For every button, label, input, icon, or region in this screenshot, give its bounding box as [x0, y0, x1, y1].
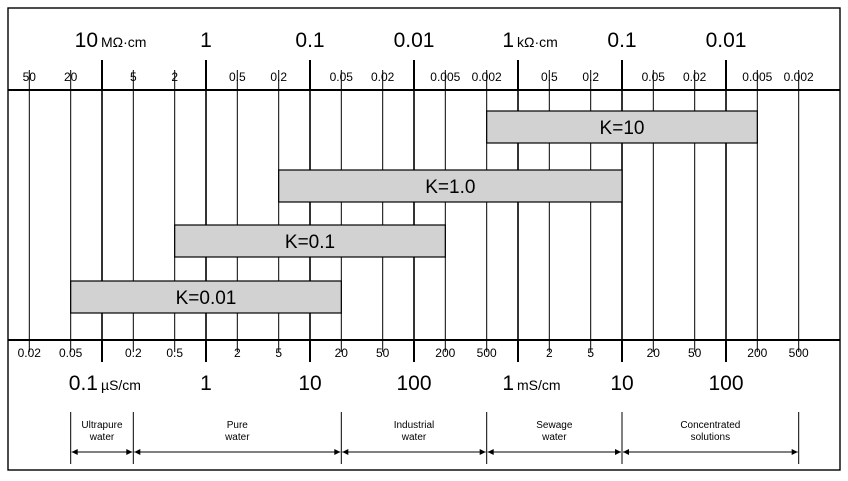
resistivity-tick-label: 5 [130, 70, 137, 84]
conductivity-tick-label: 500 [789, 346, 809, 360]
conductivity-major-value: 0.1 [69, 372, 98, 395]
arrow-head-right [334, 449, 341, 455]
conductivity-tick-label: 5 [275, 346, 282, 360]
arrow-head-left [134, 449, 141, 455]
conductivity-major-value: 1 [502, 372, 514, 395]
resistivity-major-value: 1 [200, 29, 212, 52]
resistivity-tick-label: 0.002 [784, 70, 814, 84]
conductivity-tick-label: 200 [747, 346, 767, 360]
resistivity-tick-label: 0.005 [430, 70, 460, 84]
conductivity-major-value: 1 [200, 372, 212, 395]
category-label-line2: solutions [691, 432, 730, 443]
cell-constant-bar [278, 169, 623, 203]
conductivity-major-value: 10 [298, 372, 321, 395]
conductivity-unit-label: µS/cm [101, 377, 141, 393]
resistivity-tick-label: 0.05 [642, 70, 666, 84]
resistivity-scale: 50 20 5 2 0.5 0.2 0.05 0.02 0.005 0.002 0.5 0.2 0.05… [23, 29, 814, 84]
cell-constant-bar [70, 280, 342, 314]
conductivity-tick-label: 20 [647, 346, 661, 360]
resistivity-major-value: 10 [75, 29, 98, 52]
conductivity-tick-label: 20 [335, 346, 349, 360]
conductivity-tick-label: 0.02 [18, 346, 42, 360]
decade-gridlines [8, 60, 840, 362]
resistivity-tick-label: 0.002 [472, 70, 502, 84]
resistivity-tick-label: 0.05 [330, 70, 354, 84]
cell-constant-bar [174, 224, 446, 258]
arrow-head-left [623, 449, 629, 455]
cell-constant-label: K=0.1 [285, 232, 335, 253]
category-label-line1: Pure [227, 420, 249, 431]
resistivity-major-value: 0.1 [295, 29, 324, 52]
resistivity-tick-label: 2 [171, 70, 178, 84]
category-label-line2: water [541, 432, 567, 443]
arrow-head-left [71, 449, 78, 455]
resistivity-tick-label: 0.2 [582, 70, 599, 84]
conductivity-tick-label: 200 [435, 346, 455, 360]
conductivity-tick-label: 500 [477, 346, 497, 360]
conductivity-unit-label: mS/cm [517, 377, 561, 393]
resistivity-tick-label: 20 [64, 70, 78, 84]
category-label-line1: Sewage [536, 420, 573, 431]
category-label-line1: Industrial [394, 420, 435, 431]
conductivity-tick-label: 50 [688, 346, 702, 360]
conductivity-tick-label: 0.2 [125, 346, 142, 360]
arrow-head-left [487, 449, 494, 455]
conductivity-major-value: 100 [396, 372, 431, 395]
arrow-head-right [615, 449, 621, 455]
category-label-line2: water [401, 432, 427, 443]
resistivity-major-value: 1 [502, 29, 514, 52]
arrow-head-left [342, 449, 349, 455]
resistivity-tick-label: 0.02 [683, 70, 707, 84]
resistivity-major-value: 0.01 [394, 29, 435, 52]
conductivity-tick-label: 0.05 [59, 346, 83, 360]
resistivity-tick-label: 0.02 [371, 70, 395, 84]
cell-constant-bar [486, 110, 758, 144]
conductivity-tick-label: 2 [546, 346, 553, 360]
cell-constant-label: K=0.01 [176, 288, 237, 309]
category-label-line2: water [224, 432, 250, 443]
conductivity-major-value: 10 [610, 372, 633, 395]
cell-constant-bars: K=10 K=1.0 K=0.1 K=0.01 [70, 110, 758, 314]
resistivity-tick-label: 0.5 [541, 70, 558, 84]
resistivity-unit-label: MΩ·cm [101, 34, 146, 50]
conductivity-major-value: 100 [708, 372, 743, 395]
arrow-head-right [791, 449, 798, 455]
arrow-head-right [479, 449, 486, 455]
resistivity-tick-label: 0.005 [742, 70, 772, 84]
category-label-line1: Ultrapure [81, 420, 123, 431]
conductivity-scale: 0.02 0.05 0.2 0.5 2 5 20 50 200 500 2 5 20 50 200 500 0.… [18, 346, 809, 395]
conductivity-tick-label: 2 [234, 346, 241, 360]
water-category-ranges: UltrapurewaterPurewaterIndustrialwaterSe… [70, 412, 800, 464]
resistivity-tick-label: 50 [23, 70, 37, 84]
arrow-head-right [126, 449, 133, 455]
category-label-line2: water [89, 432, 115, 443]
category-label-line1: Concentrated [680, 420, 740, 431]
conductivity-tick-label: 0.5 [166, 346, 183, 360]
cell-constant-label: K=10 [600, 118, 645, 139]
resistivity-major-value: 0.1 [607, 29, 636, 52]
conductivity-tick-label: 5 [587, 346, 594, 360]
resistivity-unit-label: kΩ·cm [517, 34, 558, 50]
resistivity-tick-label: 0.5 [229, 70, 246, 84]
cell-constant-label: K=1.0 [425, 177, 475, 198]
resistivity-tick-label: 0.2 [270, 70, 287, 84]
resistivity-major-value: 0.01 [706, 29, 747, 52]
conductivity-tick-label: 50 [376, 346, 390, 360]
